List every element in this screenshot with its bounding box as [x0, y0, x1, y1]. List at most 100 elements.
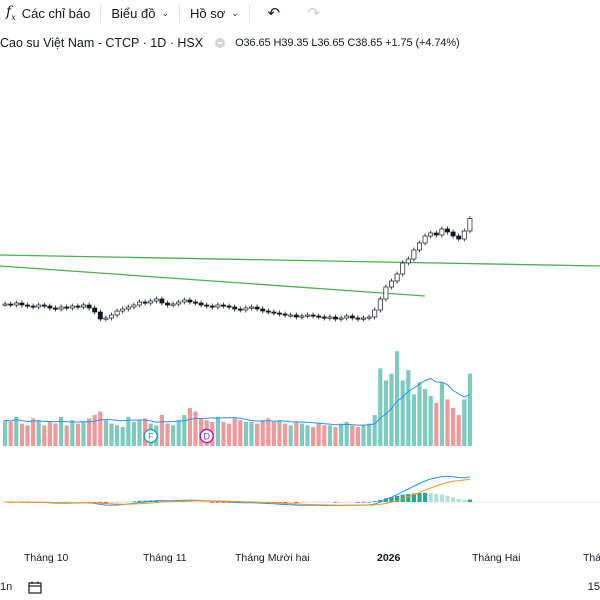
volume-bar [316, 423, 321, 446]
macd-histogram-bar [372, 501, 377, 502]
volume-bar [109, 423, 114, 446]
macd-histogram-bar [395, 495, 400, 502]
volume-bar [367, 423, 372, 446]
candle [142, 301, 148, 304]
candle [372, 309, 378, 318]
redo-icon: ↷ [307, 5, 321, 22]
volume-bar [456, 414, 461, 446]
candle [30, 305, 36, 308]
volume-bar [350, 425, 355, 446]
macd-histogram-bar [439, 494, 444, 502]
volume-bar [159, 414, 164, 446]
candle [316, 315, 322, 318]
macd-histogram-bar [428, 493, 433, 502]
redo-button[interactable]: ↷ [294, 1, 334, 25]
macd-histogram-bar [322, 502, 327, 503]
candle [293, 314, 299, 318]
candle [125, 306, 131, 310]
volume-bar [187, 408, 192, 446]
event-marker [143, 428, 158, 444]
volume-bar [81, 421, 86, 446]
volume-bar [389, 373, 394, 446]
chevron-down-icon: ⌄ [161, 7, 169, 18]
volume-bar [271, 421, 276, 446]
candle [288, 314, 294, 317]
volume-bar [165, 423, 170, 446]
macd-histogram-bar [115, 502, 120, 503]
macd-histogram-bar [462, 499, 467, 502]
candle [349, 315, 355, 319]
volume-bar [266, 418, 271, 446]
signal-line [5, 478, 470, 506]
event-marker-label: F [148, 432, 154, 442]
collapse-toggle-icon[interactable] [215, 38, 226, 48]
candle [2, 303, 8, 306]
indicators-button[interactable]: fx Các chỉ báo [0, 1, 96, 25]
candle [467, 218, 473, 232]
macd-histogram-bar [434, 493, 439, 502]
macd-histogram-bar [103, 502, 108, 504]
volume-bar [372, 414, 377, 446]
candle [232, 306, 238, 310]
calendar-icon[interactable] [28, 581, 42, 594]
candle [428, 232, 434, 237]
macd-histogram-bar [316, 502, 321, 503]
volume-bar [14, 416, 19, 446]
macd-histogram-bar [378, 499, 383, 502]
bottom-bar: 1n 15 [0, 576, 600, 600]
candle [282, 313, 288, 316]
macd-histogram-bar [456, 498, 461, 502]
candle [271, 311, 277, 314]
volume-bar [344, 421, 349, 446]
macd-histogram-bar [406, 494, 411, 502]
candle [305, 314, 310, 317]
candle [366, 316, 372, 319]
candle [221, 304, 226, 307]
chart-type-label: Biểu đồ [111, 5, 156, 21]
event-marker-label: D [203, 432, 210, 442]
volume-bar [103, 420, 108, 446]
volume-bar [87, 418, 92, 446]
candle [53, 307, 58, 310]
volume-bar [400, 380, 405, 446]
volume-bar [221, 421, 226, 446]
macd-histogram-bar [277, 502, 282, 504]
volume-bar [42, 425, 47, 446]
volume-bar [115, 425, 120, 446]
volume-bar [305, 425, 310, 446]
macd-histogram-bar [451, 497, 456, 502]
candle [265, 310, 271, 313]
volume-bar [255, 423, 260, 446]
volume-bar [451, 408, 456, 446]
time-axis-label: 2026 [377, 552, 401, 564]
volume-bar [193, 411, 198, 446]
macd-histogram-bar [333, 502, 338, 503]
candle [338, 317, 344, 320]
macd-histogram-bar [227, 502, 232, 503]
macd-histogram-bar [327, 502, 332, 503]
candle [439, 228, 445, 236]
candle [92, 307, 98, 313]
macd-histogram-bar [445, 495, 450, 502]
macd-histogram-bar [288, 502, 293, 504]
volume-bar [361, 425, 366, 446]
candle [411, 249, 417, 260]
chart-type-button[interactable]: Biểu đồ ⌄ [105, 1, 175, 25]
candle [170, 303, 176, 306]
undo-button[interactable]: ↶ [254, 1, 294, 25]
candle [58, 306, 64, 310]
profile-button[interactable]: Hồ sơ ⌄ [184, 1, 245, 25]
volume-bar [70, 420, 75, 446]
volume-bar [462, 399, 467, 446]
time-axis-label: Tháng [583, 552, 600, 564]
volume-bar [120, 427, 125, 446]
symbol-title[interactable]: Cao su Việt Nam - CTCP · 1D · HSX [0, 36, 204, 50]
period-button[interactable]: 1n [0, 581, 13, 593]
time-axis-label: Tháng Mười hai [235, 552, 310, 564]
candle [277, 312, 282, 315]
volume-ma-line [5, 378, 471, 426]
candle [361, 317, 366, 320]
macd-histogram-bar [109, 502, 114, 504]
candle [344, 315, 350, 319]
